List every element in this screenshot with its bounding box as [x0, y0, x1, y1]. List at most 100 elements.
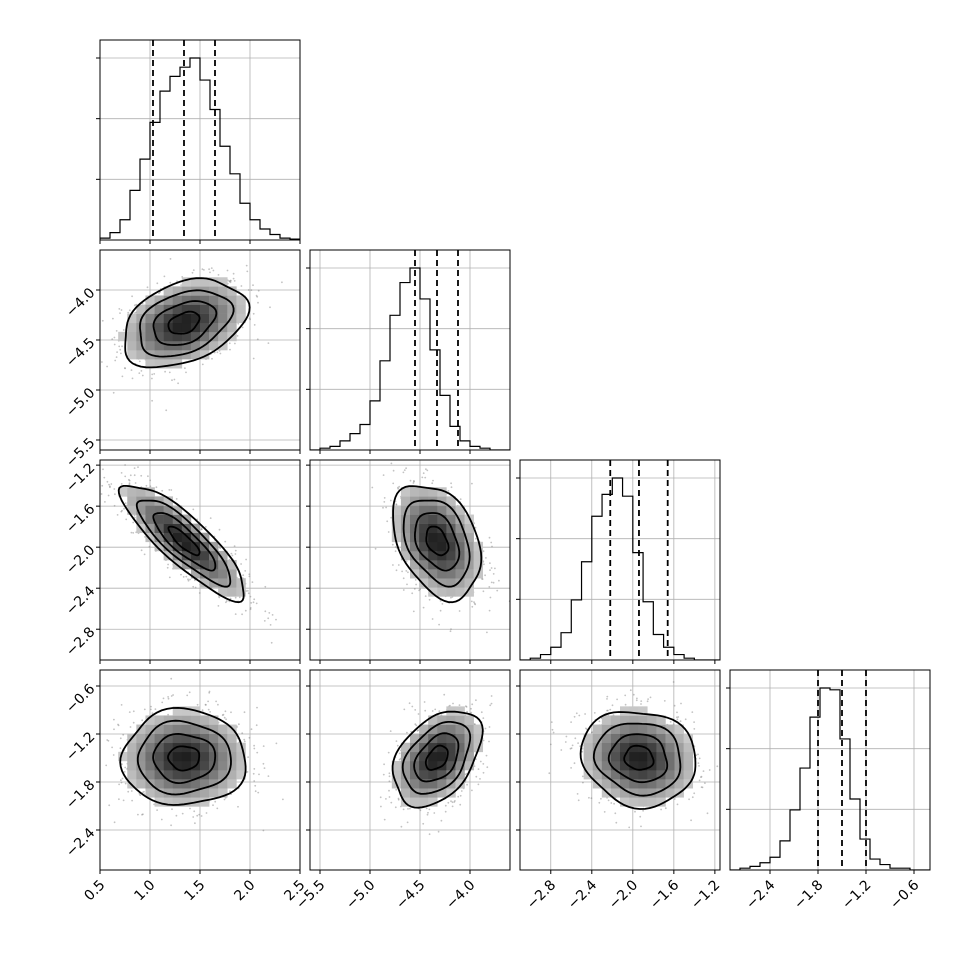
density-cell — [400, 550, 411, 561]
sample-point — [233, 545, 236, 547]
sample-point — [196, 703, 199, 706]
sample-point — [127, 790, 130, 793]
sample-point — [708, 769, 711, 771]
density-cell — [181, 350, 192, 360]
density-cell — [473, 733, 484, 744]
density-cell — [428, 715, 438, 725]
sample-point — [254, 790, 257, 793]
density-cell — [400, 779, 411, 789]
density-cell — [181, 760, 192, 771]
sample-point — [164, 370, 167, 373]
sample-point — [209, 271, 211, 274]
sample-point — [165, 409, 168, 412]
sample-point — [249, 318, 252, 321]
sample-point — [431, 482, 434, 485]
density-cell — [464, 532, 474, 543]
density-cell — [236, 751, 246, 762]
sample-point — [400, 825, 403, 828]
sample-point — [150, 705, 152, 708]
sample-point — [192, 585, 195, 588]
density-cell — [136, 322, 146, 333]
contour-level-3 — [124, 277, 251, 369]
density-cell — [118, 331, 128, 342]
sample-point — [224, 710, 227, 713]
sample-point — [200, 815, 203, 817]
density-cell — [647, 733, 657, 744]
sample-point — [700, 786, 703, 788]
sample-point — [416, 729, 419, 732]
sample-point — [145, 484, 148, 487]
density-cell — [455, 724, 465, 734]
sample-point — [624, 703, 627, 706]
sample-point — [141, 719, 144, 722]
sample-point — [133, 467, 136, 469]
density-cell — [145, 359, 155, 369]
density-cell — [190, 541, 201, 552]
sample-point — [603, 811, 606, 813]
sample-point — [394, 806, 397, 809]
sample-point — [570, 747, 573, 750]
density-cell — [200, 550, 210, 561]
sample-point — [382, 773, 385, 776]
density-cell — [227, 770, 237, 780]
sample-point — [129, 474, 132, 477]
density-cell — [145, 724, 155, 734]
sample-point — [578, 714, 581, 717]
sample-point — [473, 602, 476, 605]
density-cell — [218, 304, 228, 314]
density-cell — [154, 751, 164, 762]
density-cell — [154, 322, 164, 333]
sample-point — [107, 453, 109, 455]
sample-point — [169, 258, 172, 260]
sample-point — [450, 486, 453, 489]
sample-point — [107, 494, 110, 497]
density-cell — [455, 514, 465, 524]
contour-level-2 — [135, 499, 232, 588]
sample-point — [417, 713, 420, 715]
density-cell — [419, 770, 429, 780]
sample-point — [127, 311, 130, 314]
sample-point — [267, 342, 270, 344]
sample-point — [171, 808, 173, 811]
sample-point — [128, 482, 131, 485]
density-cell — [154, 514, 164, 524]
density-cell — [419, 487, 429, 497]
sample-point — [101, 319, 104, 322]
sample-point — [395, 788, 398, 791]
density-cell — [136, 779, 146, 789]
sample-point — [488, 536, 491, 539]
sample-point — [124, 782, 127, 785]
sample-point — [371, 486, 374, 489]
density-cell — [455, 760, 465, 771]
density-cell — [428, 550, 438, 561]
density-cell — [181, 541, 192, 552]
sample-point — [402, 589, 405, 591]
sample-point — [676, 718, 679, 721]
density-cell — [391, 514, 402, 524]
density-cell — [154, 760, 164, 771]
sample-point — [161, 701, 164, 704]
density-cell — [127, 350, 137, 360]
sample-point — [486, 766, 489, 769]
sample-point — [428, 833, 431, 836]
sample-point — [640, 703, 642, 705]
sample-point — [112, 754, 115, 756]
density-cell — [629, 788, 639, 798]
x-tick-label: −1.8 — [791, 877, 826, 912]
sample-point — [243, 740, 246, 743]
sample-point — [143, 553, 146, 556]
density-cell — [647, 715, 657, 725]
sample-point — [459, 498, 462, 501]
density-cell — [428, 514, 438, 524]
sample-point — [482, 739, 485, 742]
contour-level-3 — [391, 710, 484, 809]
sample-point — [477, 768, 480, 770]
sample-point — [224, 540, 227, 543]
sample-point — [95, 498, 97, 500]
sample-point — [590, 797, 593, 800]
sample-point — [426, 469, 429, 472]
density-cell — [647, 724, 657, 734]
density-cell — [218, 724, 228, 734]
density-cell — [410, 514, 420, 524]
density-cell — [601, 751, 612, 762]
